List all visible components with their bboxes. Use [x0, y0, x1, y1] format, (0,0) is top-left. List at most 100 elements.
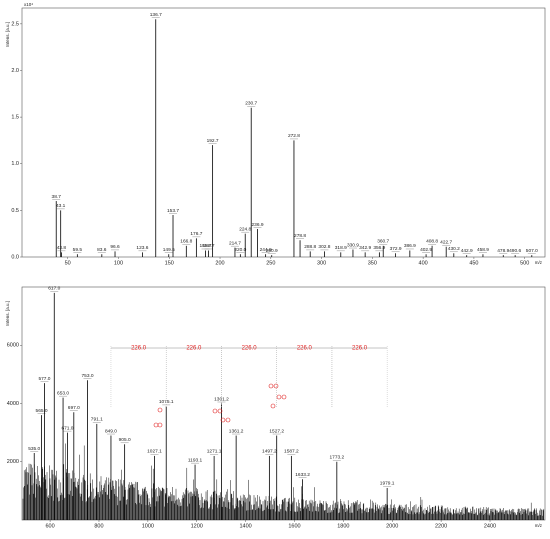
peak-label: 565.0 — [36, 408, 48, 414]
peak-label: 59.5 — [73, 247, 83, 253]
marker — [273, 383, 279, 389]
isotope-markers — [153, 383, 287, 428]
peak-label: 617.0 — [48, 286, 60, 292]
peak-label: 360.7 — [377, 239, 389, 245]
peak-label: 330.9 — [347, 242, 359, 248]
peak-label: 38.7 — [52, 194, 62, 200]
peak-label: 1301.2 — [214, 396, 229, 402]
peak-label: 458.9 — [477, 247, 489, 253]
peak-label: 577.0 — [38, 376, 50, 382]
spacing-label: 226.0 — [131, 346, 147, 352]
peak-label: 791.1 — [91, 417, 103, 423]
y-tick-label: 1.0 — [11, 161, 19, 167]
marker — [157, 422, 163, 428]
x-tick-label: 2400 — [484, 523, 496, 529]
x-tick-label: 250 — [266, 260, 275, 266]
peak-label: 188.7 — [203, 243, 215, 249]
marker — [153, 422, 159, 428]
peak-label: 176.7 — [190, 231, 202, 237]
peak-label: 214.7 — [229, 240, 241, 246]
y-tick-label: 2000 — [7, 459, 19, 465]
x-tick-label: 150 — [165, 260, 174, 266]
spacing-label: 226.0 — [242, 346, 258, 352]
peak-label: 1497.2 — [262, 449, 277, 455]
peak-label: 905.0 — [119, 437, 131, 443]
peak-label: 671.0 — [61, 425, 73, 431]
peak-label: 535.0 — [28, 446, 40, 452]
peak-label: 220.0 — [234, 247, 246, 253]
plot-frame — [21, 286, 546, 521]
peak-label: 136.7 — [150, 12, 162, 18]
peak-label: 288.8 — [304, 244, 316, 250]
x-tick-label: 350 — [368, 260, 377, 266]
peak-label: 1979.1 — [380, 481, 395, 487]
peak-label: 153.7 — [167, 208, 179, 214]
peak-label: 1587.2 — [284, 449, 299, 455]
x-tick-label: 100 — [114, 260, 123, 266]
x-tick-label: 1000 — [142, 523, 154, 529]
peak-label: 1633.2 — [295, 472, 310, 478]
y-tick-label: 1.5 — [11, 115, 19, 121]
peak-label: 408.8 — [426, 239, 438, 245]
peak-label: 430.2 — [448, 246, 460, 252]
y-axis-label: Intens. [a.u.] — [5, 301, 10, 326]
peak-label: 1271.1 — [207, 449, 222, 455]
peak-label: 43.1 — [56, 203, 66, 209]
peak-label: 83.6 — [97, 247, 107, 253]
y-tick-label: 6000 — [7, 343, 19, 349]
x-axis-label: m/z — [535, 260, 543, 265]
peak-label: 478.9 — [497, 248, 509, 254]
marker — [276, 394, 282, 400]
peak-label: 386.9 — [404, 243, 416, 249]
marker — [281, 394, 287, 400]
peak-label: 507.0 — [526, 248, 538, 254]
chart-panel: 0.0 0.5 1.0 1.5 2.0 2.5 50 100 150 200 250 300 350 40… — [5, 2, 546, 266]
marker — [220, 417, 226, 423]
peak-label: 1027.1 — [147, 449, 162, 455]
peak-label: 236.9 — [251, 222, 263, 228]
x-tick-label: 450 — [469, 260, 478, 266]
peak-label: 490.6 — [509, 248, 521, 254]
peak-label: 1527.2 — [269, 428, 284, 434]
chart-panel: 2000 4000 6000 600 800 1000 1200 1400 1600 1800 20… — [5, 286, 546, 529]
peak-label: 244.9 — [260, 247, 272, 253]
y-tick-label: 0.0 — [11, 254, 19, 260]
x-tick-label: 2200 — [435, 523, 447, 529]
spacing-label: 226.0 — [352, 346, 368, 352]
peak-label: 402.9 — [420, 247, 432, 253]
marker — [268, 383, 274, 389]
marker — [157, 407, 163, 413]
x-tick-label: 50 — [65, 260, 71, 266]
peak-label: 43.8 — [57, 245, 67, 251]
x-tick-label: 1200 — [191, 523, 203, 529]
y-tick-label: 2.0 — [11, 68, 19, 74]
marker — [225, 417, 231, 423]
peak-label: 149.5 — [163, 247, 175, 253]
plot-frame — [21, 7, 546, 258]
x-tick-label: 400 — [419, 260, 428, 266]
x-tick-label: 300 — [317, 260, 326, 266]
y-tick-label: 0.5 — [11, 208, 19, 214]
marker — [212, 408, 218, 414]
peak-label: 372.9 — [390, 246, 402, 252]
peak-label: 123.6 — [136, 245, 148, 251]
peak-label: 697.0 — [68, 405, 80, 411]
peak-label: 422.7 — [440, 240, 452, 246]
y-tick-label: 2.5 — [11, 21, 19, 27]
x-tick-label: 800 — [94, 523, 103, 529]
x-axis-label: m/z — [535, 523, 543, 528]
peak-label: 318.9 — [335, 245, 347, 251]
peak-label: 849.0 — [105, 428, 117, 434]
y-tick-label: 4000 — [7, 401, 19, 407]
peak-label: 442.9 — [461, 248, 473, 254]
y-scale-label: x10⁴ — [24, 2, 33, 7]
x-tick-label: 500 — [520, 260, 529, 266]
peak-label: 356.9 — [373, 245, 385, 251]
x-tick-label: 1600 — [288, 523, 300, 529]
peak-label: 1193.1 — [188, 457, 203, 463]
marker — [217, 408, 223, 414]
x-tick-label: 2000 — [386, 523, 398, 529]
peak-label: 272.8 — [288, 133, 300, 139]
x-tick-label: 1800 — [337, 523, 349, 529]
